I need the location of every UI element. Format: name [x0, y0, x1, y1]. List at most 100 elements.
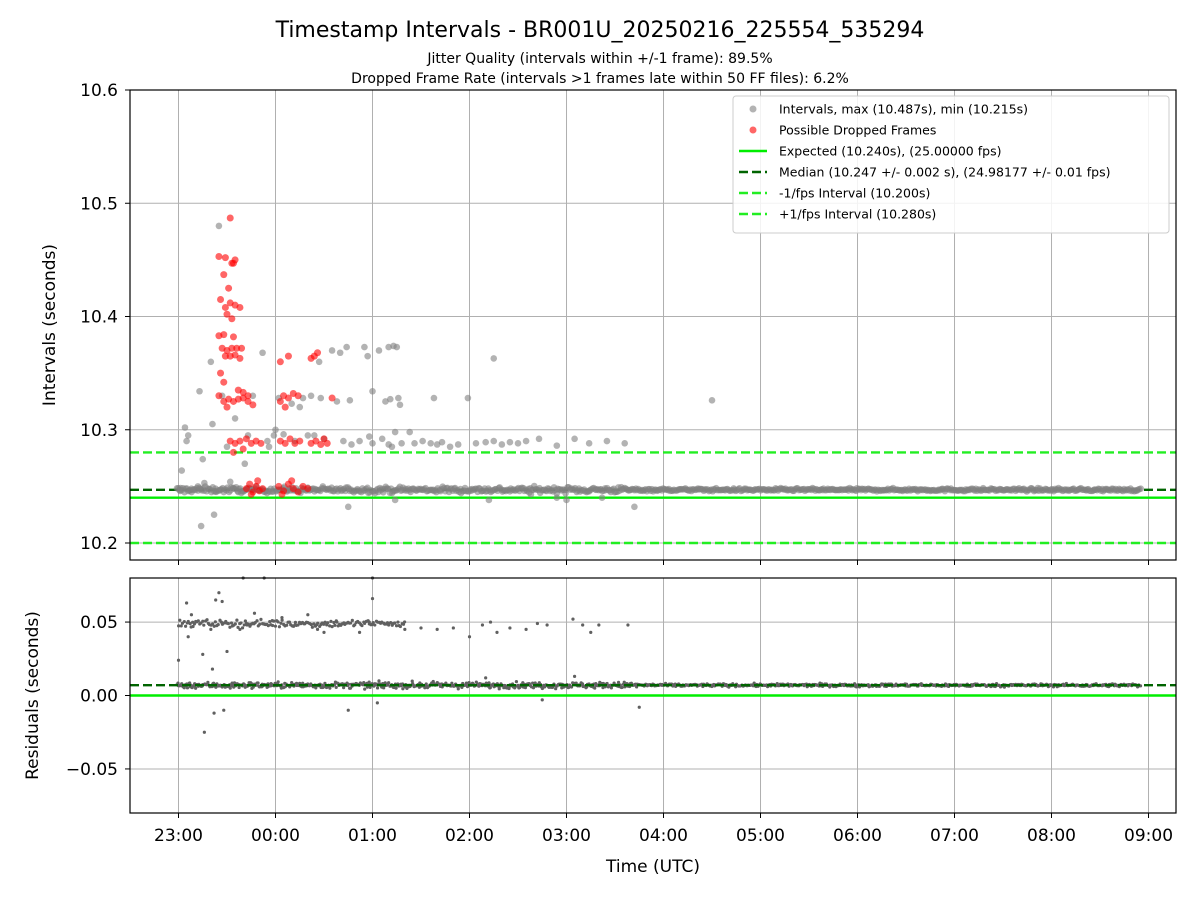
residual-point: [444, 681, 448, 685]
tick-label-x: 07:00: [930, 826, 979, 846]
residual-point: [229, 621, 234, 625]
residual-point: [287, 620, 292, 624]
interval-point: [391, 428, 399, 436]
tick-label-x: 02:00: [445, 826, 494, 846]
residual-point: [328, 624, 332, 628]
interval-point: [631, 503, 638, 511]
residual-point: [186, 619, 190, 624]
legend-box: [732, 95, 1170, 234]
residual-point: [235, 618, 239, 622]
dropped-frame-point: [284, 394, 292, 402]
interval-point: [336, 349, 344, 357]
residual-point: [179, 624, 183, 628]
interval-point: [340, 437, 347, 445]
residual-points: [175, 576, 1143, 734]
residual-point: [191, 624, 195, 629]
residual-point: [387, 623, 391, 627]
residual-point: [464, 681, 468, 685]
dropped-frame-point: [296, 437, 304, 445]
interval-point: [419, 437, 426, 445]
intervals-y-ticks: 10.2 10.3 10.4 10.5 10.6: [80, 81, 1150, 565]
residual-point: [280, 616, 284, 620]
residual-point: [244, 621, 249, 626]
residual-point: [626, 623, 630, 627]
interval-point: [603, 437, 611, 445]
dropped-frame-point: [223, 310, 231, 318]
residual-point: [387, 681, 391, 685]
residual-point: [435, 627, 439, 632]
residual-point: [280, 618, 284, 622]
residual-point: [620, 685, 624, 690]
residual-point: [256, 681, 260, 685]
legend-entry-label: -1/fps Interval (10.200s): [779, 186, 930, 201]
interval-point: [181, 424, 189, 431]
residual-point: [401, 687, 405, 691]
residual-point: [480, 623, 485, 627]
residual-point: [178, 618, 182, 622]
residual-point: [222, 708, 226, 712]
dropped-frame-point: [246, 480, 254, 488]
dropped-frame-point: [215, 252, 223, 260]
dropped-frame-point: [220, 378, 228, 386]
interval-point: [348, 441, 355, 448]
residual-point: [238, 627, 242, 632]
residual-point: [209, 627, 213, 632]
interval-point: [226, 478, 234, 486]
interval-point: [393, 343, 401, 351]
dropped-frame-point: [312, 437, 320, 445]
dropped-frame-point: [247, 490, 255, 498]
dropped-frame-point: [223, 403, 231, 411]
interval-point: [563, 496, 570, 504]
tick-label-x: 09:00: [1124, 826, 1173, 846]
interval-point: [199, 455, 207, 463]
interval-point: [288, 400, 295, 408]
interval-point: [264, 437, 271, 445]
residual-point: [226, 622, 230, 626]
legend-entry-label: Expected (10.240s), (25.00000 fps): [779, 144, 1001, 159]
residual-point: [377, 679, 381, 683]
residual-point: [375, 701, 379, 705]
legend-marker-icon: [749, 126, 757, 134]
residual-point: [535, 621, 540, 626]
dropped-frame-point: [229, 448, 237, 456]
residual-point: [450, 681, 454, 685]
tick-label-y: 10.6: [80, 81, 118, 101]
tick-label-x: 06:00: [833, 826, 882, 846]
dropped-frame-point: [259, 485, 267, 493]
residual-point: [589, 630, 593, 634]
tick-label-y: 10.2: [80, 534, 118, 554]
residual-point: [184, 624, 188, 628]
interval-point: [446, 443, 454, 451]
residual-point: [279, 621, 283, 625]
dropped-frame-point: [317, 440, 325, 448]
legend-entry-label: Intervals, max (10.487s), min (10.215s): [779, 102, 1028, 117]
residual-point: [276, 620, 280, 624]
interval-point: [212, 485, 219, 492]
residual-point: [220, 599, 224, 604]
residual-point: [362, 680, 366, 685]
dropped-frame-point: [281, 439, 289, 447]
residual-point: [593, 686, 597, 690]
interval-point: [184, 432, 192, 439]
residual-point: [309, 622, 313, 627]
residual-point: [243, 619, 247, 623]
dropped-frame-point: [276, 397, 284, 405]
dropped-frame-point: [221, 254, 229, 262]
residual-point: [419, 626, 423, 630]
tick-label-y: 10.3: [80, 421, 118, 441]
interval-point: [176, 487, 184, 495]
residual-point: [346, 682, 351, 686]
interval-point: [514, 440, 522, 447]
residual-point: [403, 620, 407, 624]
residual-point: [252, 611, 257, 615]
residual-point: [310, 625, 314, 629]
interval-point: [315, 358, 323, 366]
dropped-frame-point: [276, 358, 284, 366]
interval-point: [197, 522, 205, 530]
interval-point: [490, 437, 498, 445]
dropped-frame-point: [294, 488, 302, 496]
intervals-plot: 10.2 10.3 10.4 10.5 10.6 Intervals (seconds)…: [40, 81, 1177, 565]
interval-point: [201, 479, 208, 487]
interval-point: [333, 398, 341, 405]
residual-point: [609, 686, 613, 690]
